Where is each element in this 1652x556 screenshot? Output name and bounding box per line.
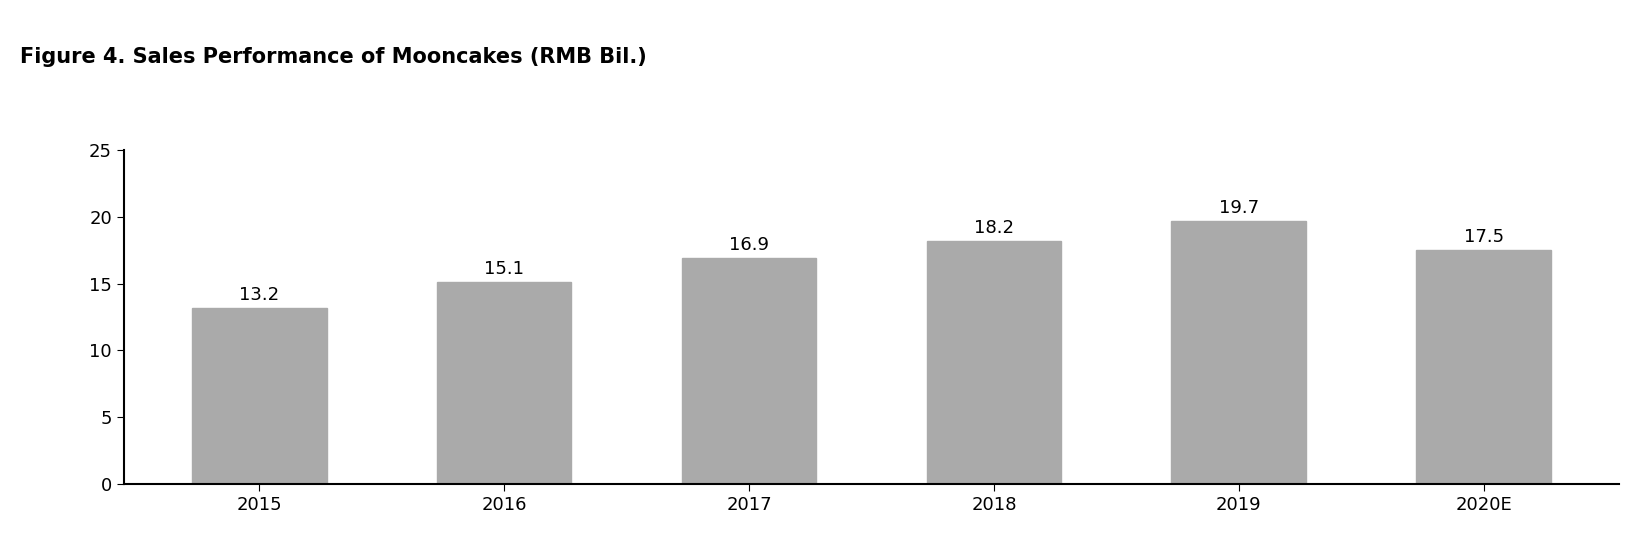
Text: 17.5: 17.5 [1464,228,1503,246]
Bar [1416,250,1551,484]
Text: 16.9: 16.9 [729,236,768,254]
Bar [192,307,327,484]
Text: 13.2: 13.2 [240,286,279,304]
Text: 18.2: 18.2 [975,219,1014,237]
Bar [436,282,572,484]
Bar [682,258,816,484]
Bar [927,241,1061,484]
Text: 15.1: 15.1 [484,260,524,278]
Text: 19.7: 19.7 [1219,199,1259,217]
Bar [1171,221,1307,484]
Text: Figure 4. Sales Performance of Mooncakes (RMB Bil.): Figure 4. Sales Performance of Mooncakes… [20,47,646,67]
